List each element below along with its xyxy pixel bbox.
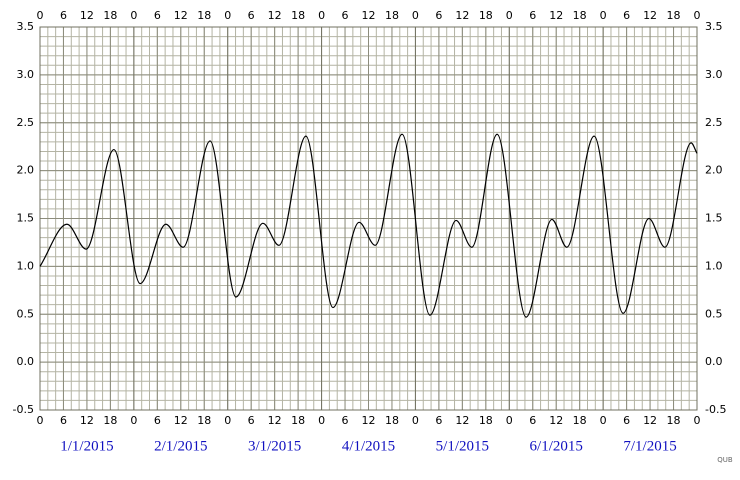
x-tick-label-top: 0: [506, 9, 513, 22]
x-tick-label: 0: [37, 414, 44, 427]
y-tick-label-right: 1.5: [705, 212, 723, 225]
x-tick-label: 12: [174, 414, 188, 427]
x-tick-label: 12: [549, 414, 563, 427]
x-tick-label-top: 18: [667, 9, 681, 22]
x-tick-label-top: 6: [529, 9, 536, 22]
x-tick-label-top: 12: [549, 9, 563, 22]
x-tick-label: 12: [643, 414, 657, 427]
date-label: 3/1/2015: [248, 438, 301, 454]
y-tick-label: 2.0: [17, 164, 35, 177]
y-tick-label-right: -0.5: [705, 403, 726, 416]
x-tick-label: 6: [342, 414, 349, 427]
x-tick-label: 0: [130, 414, 137, 427]
x-tick-label-top: 18: [291, 9, 305, 22]
x-tick-label-top: 0: [600, 9, 607, 22]
x-tick-label: 18: [479, 414, 493, 427]
date-label: 4/1/2015: [342, 438, 395, 454]
date-label: 7/1/2015: [623, 438, 676, 454]
y-tick-label: 3.0: [17, 68, 35, 81]
tide-line: [39, 133, 698, 318]
x-tick-label-top: 12: [80, 9, 94, 22]
x-tick-label: 6: [60, 414, 67, 427]
y-tick-label: 1.0: [17, 259, 35, 272]
x-tick-label-top: 6: [248, 9, 255, 22]
x-tick-label: 0: [600, 414, 607, 427]
x-tick-label-top: 6: [154, 9, 161, 22]
x-tick-label: 18: [667, 414, 681, 427]
x-tick-label: 18: [197, 414, 211, 427]
x-tick-label-top: 0: [37, 9, 44, 22]
x-tick-label: 0: [506, 414, 513, 427]
x-tick-label-top: 0: [412, 9, 419, 22]
x-tick-label: 0: [224, 414, 231, 427]
x-tick-label: 18: [291, 414, 305, 427]
x-tick-label: 6: [154, 414, 161, 427]
x-tick-label-top: 18: [103, 9, 117, 22]
x-tick-label: 6: [623, 414, 630, 427]
x-tick-label-top: 18: [573, 9, 587, 22]
y-tick-label: 2.5: [17, 116, 35, 129]
x-tick-label: 12: [455, 414, 469, 427]
x-tick-label-top: 0: [318, 9, 325, 22]
x-tick-label-top: 6: [435, 9, 442, 22]
y-tick-label-right: 2.0: [705, 164, 723, 177]
x-tick-label: 18: [385, 414, 399, 427]
y-tick-label: -0.5: [13, 403, 34, 416]
x-tick-label: 18: [103, 414, 117, 427]
y-tick-label-right: 3.0: [705, 68, 723, 81]
y-tick-label: 0.5: [17, 307, 35, 320]
y-tick-label-right: 1.0: [705, 259, 723, 272]
x-tick-label-top: 6: [623, 9, 630, 22]
date-label: 2/1/2015: [154, 438, 207, 454]
x-tick-label-top: 12: [174, 9, 188, 22]
watermark: QUB: [717, 456, 733, 464]
y-tick-label-right: 2.5: [705, 116, 723, 129]
x-tick-label-top: 12: [455, 9, 469, 22]
x-tick-label: 0: [318, 414, 325, 427]
x-tick-label-top: 18: [197, 9, 211, 22]
date-label: 5/1/2015: [436, 438, 489, 454]
x-tick-label-top: 12: [643, 9, 657, 22]
x-tick-label-top: 18: [385, 9, 399, 22]
x-tick-label-top: 0: [694, 9, 701, 22]
y-tick-label: 0.0: [17, 355, 35, 368]
y-tick-label-right: 3.5: [705, 20, 723, 33]
x-tick-label: 6: [529, 414, 536, 427]
y-tick-label: 1.5: [17, 212, 35, 225]
x-tick-label-top: 0: [130, 9, 137, 22]
x-tick-label: 12: [80, 414, 94, 427]
date-label: 1/1/2015: [60, 438, 113, 454]
x-tick-label: 6: [435, 414, 442, 427]
x-tick-label: 0: [694, 414, 701, 427]
plot-frame: [39, 26, 698, 411]
x-tick-label: 0: [412, 414, 419, 427]
x-tick-label: 12: [362, 414, 376, 427]
y-tick-label-right: 0.0: [705, 355, 723, 368]
x-tick-label: 12: [268, 414, 282, 427]
x-tick-label-top: 6: [60, 9, 67, 22]
x-tick-label: 18: [573, 414, 587, 427]
date-label: 6/1/2015: [530, 438, 583, 454]
x-tick-label-top: 6: [342, 9, 349, 22]
x-tick-label: 6: [248, 414, 255, 427]
x-tick-label-top: 18: [479, 9, 493, 22]
x-tick-label-top: 12: [268, 9, 282, 22]
y-tick-label: 3.5: [17, 20, 35, 33]
x-tick-label-top: 0: [224, 9, 231, 22]
y-tick-label-right: 0.5: [705, 307, 723, 320]
x-tick-label-top: 12: [362, 9, 376, 22]
